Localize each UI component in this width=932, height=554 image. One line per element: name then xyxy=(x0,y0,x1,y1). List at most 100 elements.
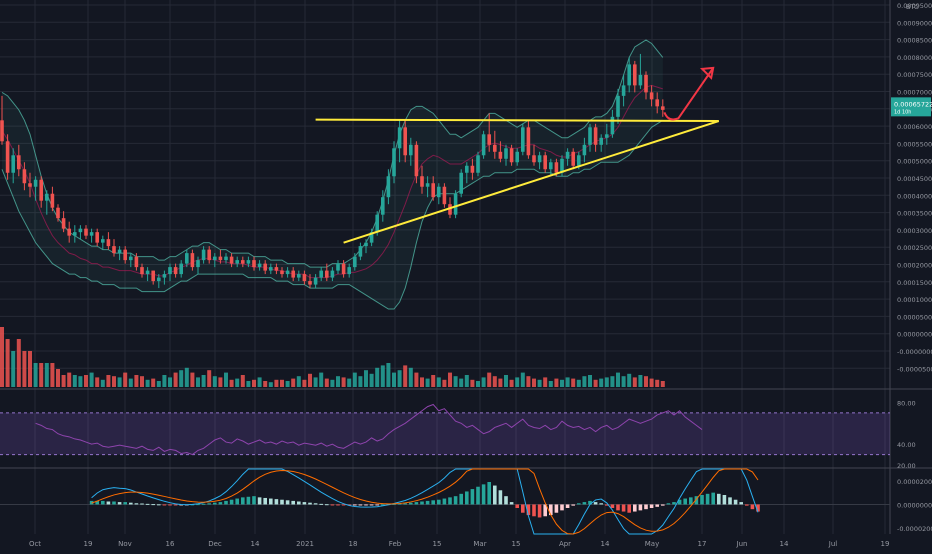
last-price-box xyxy=(891,97,931,117)
volume-bar xyxy=(453,376,458,387)
candle-body xyxy=(661,106,665,110)
candle-body xyxy=(593,127,598,145)
volume-bar xyxy=(39,363,44,387)
volume-bar xyxy=(22,351,27,387)
macd-histogram-bar xyxy=(638,504,643,511)
volume-bar xyxy=(515,377,520,387)
date-tick-label: 14 xyxy=(251,540,260,548)
date-tick-label: 14 xyxy=(601,540,610,548)
volume-bar xyxy=(78,376,83,387)
volume-bar xyxy=(621,376,626,387)
volume-bar xyxy=(509,379,514,387)
macd-histogram-bar xyxy=(476,486,480,505)
macd-histogram-bar xyxy=(252,496,256,505)
candle-body xyxy=(190,253,195,268)
candle-body xyxy=(123,249,127,261)
volume-bar xyxy=(616,372,620,387)
macd-histogram-bar xyxy=(308,502,312,505)
macd-histogram-bar xyxy=(229,499,234,505)
volume-bar xyxy=(319,372,324,387)
macd-histogram-bar xyxy=(745,504,749,506)
macd-pane xyxy=(0,468,890,535)
candle-body xyxy=(655,99,659,107)
volume-bar xyxy=(408,367,413,387)
candle-body xyxy=(437,186,441,198)
volume-bar xyxy=(33,363,38,387)
macd-histogram-bar xyxy=(694,496,699,505)
date-tick-label: 15 xyxy=(433,540,442,548)
volume-bar xyxy=(459,378,464,387)
trendline-horizontal xyxy=(315,118,719,123)
candle-body xyxy=(106,239,111,247)
macd-histogram-bar xyxy=(151,504,155,506)
candle-body xyxy=(45,193,49,201)
volume-bar xyxy=(252,379,256,387)
volume-bar xyxy=(571,378,576,387)
candle-body xyxy=(117,249,122,254)
volume-bar xyxy=(168,377,172,387)
candle-body xyxy=(67,228,71,236)
macd-histogram-bar xyxy=(431,500,435,505)
candle-body xyxy=(386,176,391,198)
date-tick-label: 19 xyxy=(881,540,890,548)
volume-bar xyxy=(660,381,665,387)
candle-body xyxy=(621,85,626,96)
candle-body xyxy=(392,148,396,177)
candle-body xyxy=(364,242,368,247)
volume-bar xyxy=(89,372,94,387)
macd-histogram-bar xyxy=(722,495,727,505)
rsi-tick-label: 20.00 xyxy=(897,462,916,470)
volume-bar xyxy=(588,375,592,387)
projection-arrow-head xyxy=(699,66,715,80)
last-price-tag: 0.00065722 1d 10h xyxy=(891,97,932,117)
macd-histogram-bar xyxy=(112,501,116,505)
macd-histogram-bar xyxy=(285,500,290,505)
volume-bar xyxy=(599,378,604,387)
macd-histogram-bar xyxy=(621,504,626,512)
volume-bar xyxy=(95,377,100,387)
macd-histogram-bar xyxy=(106,501,111,505)
macd-histogram-bar xyxy=(549,504,553,516)
macd-histogram-bar xyxy=(739,502,743,505)
volume-bar xyxy=(476,381,480,387)
candle-body xyxy=(532,155,536,163)
candle-body xyxy=(185,253,189,264)
macd-line xyxy=(91,468,759,535)
candle-body xyxy=(151,270,155,282)
volume-bar xyxy=(526,376,531,387)
candles xyxy=(0,53,665,289)
candle-body xyxy=(403,127,407,156)
volume-bar xyxy=(582,376,587,387)
rsi-band xyxy=(0,412,890,455)
volume-bar xyxy=(380,365,385,387)
candle-body xyxy=(465,165,469,173)
volume-bar xyxy=(224,372,228,387)
macd-histogram-bar xyxy=(633,504,637,512)
volume-bar xyxy=(84,375,88,387)
macd-histogram-bar xyxy=(403,503,407,505)
volume-bar xyxy=(156,381,161,387)
volume-bar xyxy=(5,339,10,387)
macd-histogram-bar xyxy=(336,504,340,506)
macd-histogram-bar xyxy=(330,504,335,506)
candle-body xyxy=(50,193,55,208)
macd-histogram-bar xyxy=(700,495,704,505)
volume-bar xyxy=(100,379,105,387)
macd-tick-label: 0.00000000 xyxy=(897,501,932,509)
macd-histogram-bar xyxy=(302,502,307,505)
candle-body xyxy=(218,256,223,261)
last-price-label: 0.00065722 xyxy=(894,100,932,108)
volume-bar xyxy=(576,379,581,387)
macd-histogram-bar xyxy=(677,499,682,505)
macd-histogram-bar xyxy=(509,502,514,505)
candle-body xyxy=(448,204,452,215)
candle-body xyxy=(179,263,183,275)
volume-bar xyxy=(44,363,49,387)
macd-histogram-bar xyxy=(392,503,396,505)
macd-histogram-bar xyxy=(582,502,587,505)
